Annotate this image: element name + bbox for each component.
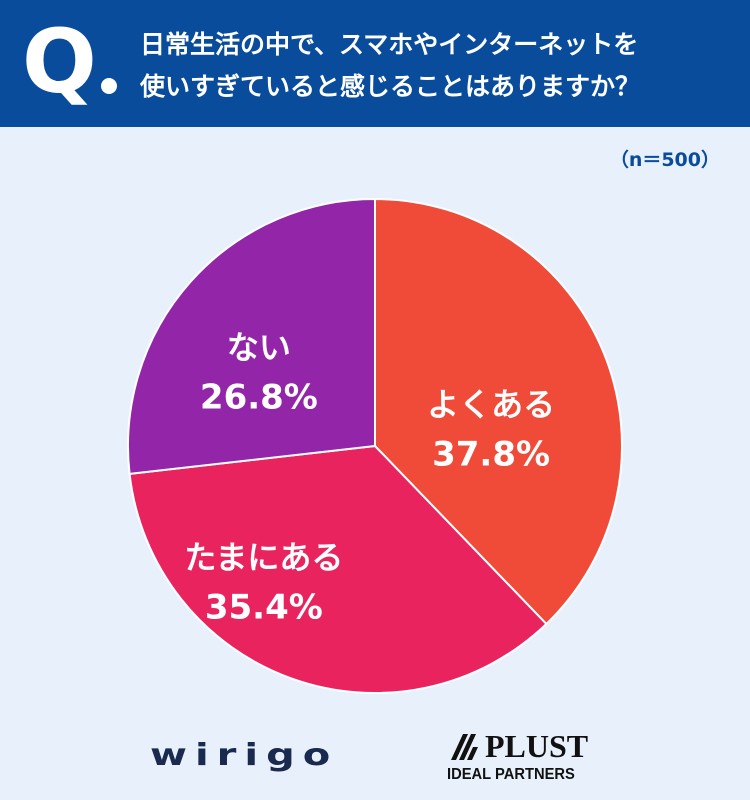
logo-footer: wirigo PLUST IDEAL PARTNERS xyxy=(0,712,750,792)
wifigo-logo: wirigo xyxy=(150,738,339,773)
question-line-1: 日常生活の中で、スマホやインターネットを xyxy=(140,30,639,59)
question-dot xyxy=(101,78,117,94)
question-line-2: 使いすぎていると感じることはありますか？ xyxy=(140,72,641,101)
question-text: 日常生活の中で、スマホやインターネットを 使いすぎていると感じることはありますか… xyxy=(140,24,740,108)
slice-value-1: 37.8% xyxy=(432,434,550,474)
pie-chart: よくある 37.8% たまにある 35.4% ない 26.8% xyxy=(127,197,623,694)
plust-logo-subtitle: IDEAL PARTNERS xyxy=(447,766,575,783)
pie-slice-1 xyxy=(374,197,623,626)
pie-slice-3 xyxy=(127,197,376,475)
plust-logo-name: PLUST xyxy=(485,728,589,764)
plust-logo-icon xyxy=(451,734,478,760)
slice-label-2: たまにある xyxy=(184,538,343,576)
slice-value-3: 26.8% xyxy=(200,377,318,417)
slice-label-1: よくある xyxy=(427,385,555,423)
slice-value-2: 35.4% xyxy=(205,587,323,627)
question-header: Q 日常生活の中で、スマホやインターネットを 使いすぎていると感じることはありま… xyxy=(0,0,750,127)
sample-size-note: （n＝500） xyxy=(609,149,720,171)
pie-slice-2 xyxy=(128,444,548,694)
question-q-label: Q xyxy=(22,10,97,113)
slice-label-3: ない xyxy=(227,328,291,366)
